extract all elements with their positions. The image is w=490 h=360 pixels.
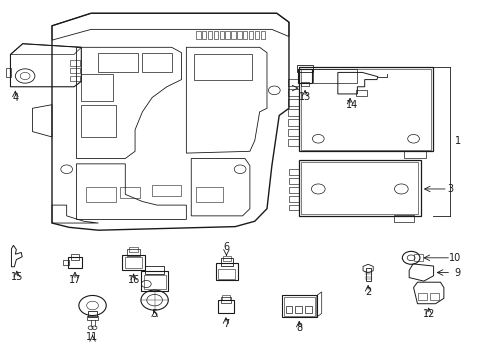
Bar (5, 68, 11, 77)
Bar (144, 275, 166, 289)
Bar (88, 311, 97, 317)
Bar (122, 255, 146, 270)
Text: 5: 5 (151, 309, 158, 319)
Text: 13: 13 (299, 93, 311, 102)
Bar (295, 306, 302, 314)
Text: 4: 4 (12, 93, 19, 103)
Bar (289, 178, 299, 184)
Bar (220, 297, 231, 303)
Bar (63, 260, 69, 265)
Text: 14: 14 (346, 100, 359, 110)
Bar (146, 266, 164, 274)
Bar (143, 53, 172, 72)
Text: 16: 16 (127, 275, 140, 285)
Bar (289, 196, 299, 202)
Text: 2: 2 (365, 287, 371, 297)
Bar (237, 31, 242, 39)
Bar (243, 31, 247, 39)
Bar (222, 295, 230, 300)
Text: 7: 7 (223, 319, 229, 329)
Bar (220, 31, 224, 39)
Bar (70, 68, 80, 73)
Bar (81, 74, 113, 101)
Text: 12: 12 (422, 309, 435, 319)
Bar (314, 69, 357, 83)
Bar (255, 31, 259, 39)
Bar (366, 268, 370, 281)
Bar (127, 249, 141, 256)
Bar (81, 105, 116, 137)
Bar (222, 256, 231, 261)
Bar (152, 185, 181, 196)
Bar (288, 139, 299, 146)
Bar (301, 82, 309, 86)
Bar (68, 257, 82, 268)
Bar (220, 258, 233, 266)
Bar (87, 316, 98, 320)
Bar (261, 31, 265, 39)
Bar (404, 150, 426, 158)
Bar (202, 31, 206, 39)
Bar (71, 254, 79, 260)
Bar (98, 53, 138, 72)
Bar (299, 67, 433, 151)
Bar (288, 79, 299, 86)
Text: 8: 8 (296, 323, 302, 333)
Text: 15: 15 (11, 273, 23, 282)
Bar (288, 120, 299, 126)
Bar (129, 247, 139, 252)
Bar (231, 31, 236, 39)
Text: 6: 6 (223, 242, 229, 252)
Bar (286, 306, 293, 314)
Bar (218, 269, 235, 279)
Text: 10: 10 (449, 253, 461, 263)
Bar (301, 69, 431, 149)
Bar (194, 54, 252, 80)
Bar (298, 69, 312, 83)
Bar (70, 76, 80, 81)
Bar (121, 187, 140, 198)
Bar (249, 31, 253, 39)
Bar (282, 296, 317, 317)
Bar (418, 293, 427, 300)
Bar (299, 160, 421, 216)
Bar (208, 31, 212, 39)
Bar (301, 162, 418, 214)
Bar (142, 271, 168, 291)
Bar (289, 169, 299, 175)
Bar (288, 109, 299, 116)
Text: 17: 17 (69, 275, 81, 285)
Bar (356, 90, 367, 96)
Bar (216, 263, 238, 280)
Bar (289, 187, 299, 193)
Text: 1: 1 (455, 136, 461, 147)
Bar (305, 306, 312, 314)
Bar (288, 99, 299, 106)
Bar (289, 205, 299, 211)
Bar (225, 31, 230, 39)
Bar (125, 257, 143, 267)
Bar (86, 187, 116, 202)
Text: 11: 11 (86, 332, 98, 342)
Bar (218, 300, 234, 314)
Bar (288, 89, 299, 96)
Bar (196, 187, 223, 202)
Bar (297, 64, 314, 72)
Text: 9: 9 (455, 267, 461, 278)
Bar (394, 215, 414, 222)
Bar (414, 254, 423, 261)
Bar (430, 293, 439, 300)
Text: 3: 3 (448, 184, 454, 194)
Bar (214, 31, 218, 39)
Bar (284, 297, 315, 316)
Bar (288, 130, 299, 136)
Bar (196, 31, 200, 39)
Bar (70, 60, 80, 66)
